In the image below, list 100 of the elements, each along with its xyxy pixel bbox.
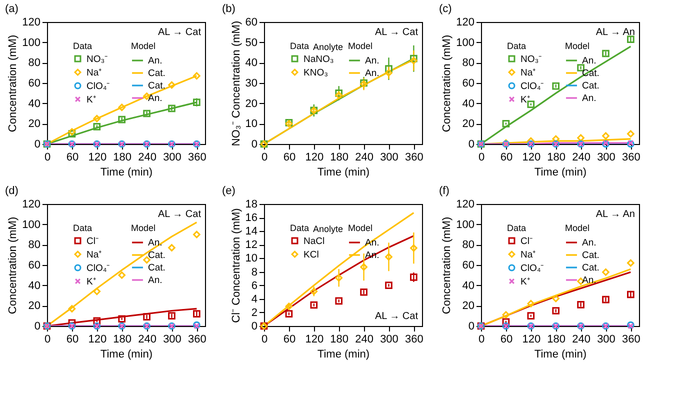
y-tick-label: 80 — [462, 57, 474, 70]
x-tick-label: 300 — [163, 152, 182, 164]
x-tick-label: 0 — [44, 152, 51, 164]
legend-label: ClO₄⁻ — [86, 80, 110, 92]
legend-label: K⁺ — [86, 276, 96, 288]
x-axis-title: Time (min) — [100, 166, 153, 178]
chart-title: (a) — [5, 3, 18, 15]
x-tick-label: 180 — [547, 152, 566, 164]
y-tick-label: 80 — [462, 239, 474, 252]
x-tick-label: 300 — [380, 152, 398, 164]
x-tick-label: 0 — [261, 152, 268, 164]
y-tick-label: 100 — [456, 36, 474, 49]
y-tick-label: 16 — [245, 212, 258, 224]
legend-label: K⁺ — [520, 276, 530, 288]
legend-label: K⁺ — [86, 94, 96, 106]
x-tick-label: 60 — [500, 152, 513, 164]
y-tick-label: 20 — [245, 98, 258, 110]
y-tick-label: 8 — [251, 266, 258, 278]
x-tick-label: 180 — [330, 334, 349, 346]
legend-label: KCl — [304, 249, 319, 260]
legend-label: Na⁺ — [520, 249, 536, 260]
x-tick-label: 120 — [305, 152, 324, 164]
legend-label: An. — [365, 68, 380, 79]
y-tick-label: 0 — [251, 320, 258, 332]
annotation: AL → Cat — [158, 27, 202, 38]
legend-label: An. — [582, 238, 596, 248]
x-axis-title: Time (min) — [534, 166, 587, 178]
legend-label: An. — [582, 93, 596, 104]
x-tick-label: 360 — [622, 152, 640, 164]
x-tick-label: 180 — [330, 152, 349, 164]
x-tick-label: 60 — [66, 152, 79, 164]
y-tick-label: 40 — [28, 98, 40, 110]
y-tick-label: 10 — [245, 252, 258, 265]
x-tick-label: 60 — [500, 334, 513, 346]
legend-label: Cat. — [582, 262, 600, 274]
y-tick-label: 60 — [28, 78, 40, 90]
y-tick-label: 120 — [22, 198, 40, 210]
x-axis-title: Time (min) — [100, 348, 153, 360]
y-tick-label: 6 — [251, 280, 258, 292]
legend-label: An. — [148, 56, 162, 66]
y-tick-label: 60 — [462, 78, 474, 90]
legend-label: ClO₄⁻ — [520, 262, 544, 274]
x-tick-label: 300 — [380, 334, 398, 346]
x-tick-label: 180 — [113, 152, 132, 164]
x-axis-title: Time (min) — [317, 348, 370, 360]
annotation: AL → Cat — [158, 209, 202, 220]
annotation: Model — [348, 223, 373, 233]
y-tick-label: 30 — [245, 78, 258, 90]
y-axis-title: Concentration (mM) — [441, 216, 454, 314]
y-axis-title: NO₃⁻ Concentration (mM) — [230, 20, 242, 146]
x-tick-label: 180 — [113, 334, 132, 346]
x-tick-label: 300 — [597, 334, 616, 346]
y-tick-label: 14 — [245, 226, 258, 238]
annotation: Data — [507, 41, 526, 51]
y-tick-label: 20 — [28, 300, 40, 312]
x-tick-label: 0 — [478, 334, 485, 346]
annotation: Data — [507, 223, 526, 233]
legend-label: NaNO₃ — [304, 54, 334, 65]
legend-label: NO₃⁻ — [86, 54, 108, 65]
legend-label: An. — [365, 56, 380, 66]
x-tick-label: 60 — [66, 334, 79, 346]
x-tick-label: 120 — [88, 152, 107, 164]
chart-title: (f) — [439, 185, 450, 197]
y-tick-label: 40 — [28, 280, 40, 292]
x-tick-label: 240 — [355, 152, 374, 164]
y-tick-label: 60 — [245, 16, 258, 28]
annotation: Data — [73, 223, 92, 233]
x-tick-label: 360 — [405, 152, 424, 164]
legend-label: An. — [148, 275, 162, 286]
legend-label: Cl⁻ — [520, 236, 532, 247]
y-tick-label: 80 — [28, 57, 40, 70]
y-tick-label: 20 — [462, 118, 474, 130]
y-tick-label: 120 — [456, 198, 474, 210]
y-tick-label: 0 — [468, 320, 474, 332]
legend-label: K⁺ — [520, 94, 530, 106]
x-tick-label: 0 — [478, 152, 485, 164]
annotation: Data — [73, 41, 92, 51]
legend-label: Na⁺ — [86, 67, 102, 78]
annotation: AL → Cat — [375, 311, 418, 322]
y-tick-label: 100 — [456, 218, 474, 231]
chart-title: (d) — [5, 185, 18, 197]
legend-label: Cat. — [148, 68, 166, 79]
x-tick-label: 120 — [522, 334, 541, 346]
y-tick-label: 80 — [28, 239, 40, 252]
y-tick-label: 20 — [462, 300, 474, 312]
x-tick-label: 240 — [138, 334, 156, 346]
y-tick-label: 40 — [245, 57, 258, 70]
legend-label: An. — [582, 56, 596, 66]
annotation: Model — [348, 41, 373, 51]
y-tick-label: 12 — [245, 239, 258, 252]
annotation: Model — [131, 41, 156, 51]
x-tick-label: 240 — [572, 152, 590, 164]
legend-label: Cat. — [148, 80, 166, 92]
x-tick-label: 60 — [283, 152, 296, 164]
x-tick-label: 240 — [138, 152, 156, 164]
legend-label: Cat. — [582, 80, 600, 92]
annotation: Model — [565, 223, 590, 233]
y-tick-label: 18 — [245, 198, 258, 210]
legend-label: ClO₄⁻ — [520, 80, 544, 92]
legend-label: NO₃⁻ — [520, 54, 542, 65]
